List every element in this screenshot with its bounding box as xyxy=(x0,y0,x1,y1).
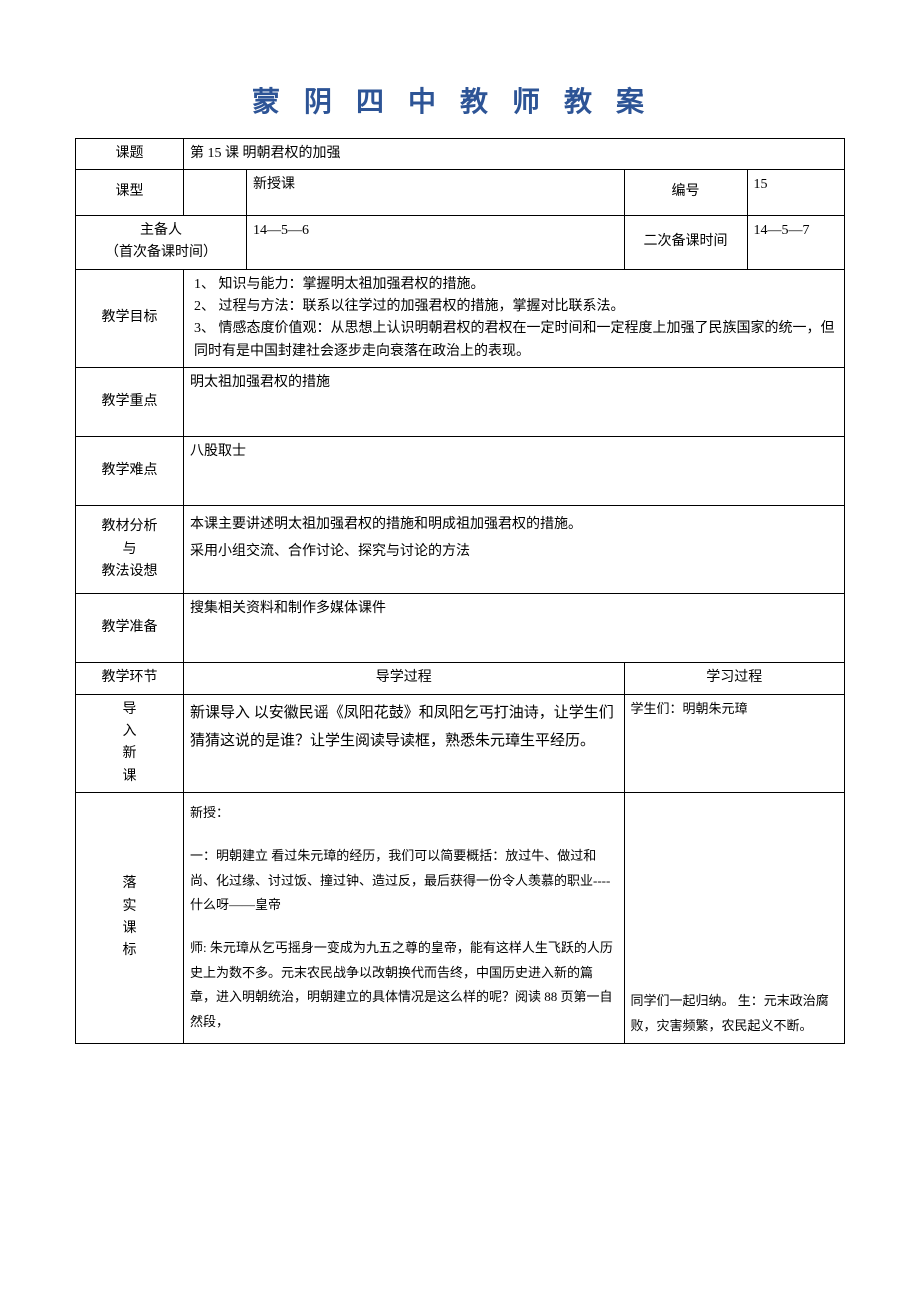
label-huanjie: 教学环节 xyxy=(76,663,184,694)
mubiao-item-2: 过程与方法：联系以往学过的加强君权的措施，掌握对比联系法。 xyxy=(219,299,625,314)
label-erci: 二次备课时间 xyxy=(624,215,747,269)
label-keti: 课题 xyxy=(76,139,184,170)
row-keti: 课题 第 15 课 明朝君权的加强 xyxy=(76,139,845,170)
row-kexing: 课型 新授课 编号 15 xyxy=(76,170,845,215)
fenxi-v1: 本课主要讲述明太祖加强君权的措施和明成祖加强君权的措施。 xyxy=(190,514,838,536)
intro-c4: 课 xyxy=(82,766,177,788)
main-c3: 课 xyxy=(82,918,177,940)
fenxi-l3: 教法设想 xyxy=(82,561,177,583)
label-zhunbei: 教学准备 xyxy=(76,594,184,663)
label-kexing: 课型 xyxy=(76,170,184,215)
label-intro: 导 入 新 课 xyxy=(76,694,184,793)
label-nandian: 教学难点 xyxy=(76,437,184,506)
row-intro: 导 入 新 课 新课导入 以安徽民谣《凤阳花鼓》和凤阳乞丐打油诗，让学生们猜猜这… xyxy=(76,694,845,793)
value-erci: 14—5—7 xyxy=(747,215,844,269)
row-fenxi: 教材分析 与 教法设想 本课主要讲述明太祖加强君权的措施和明成祖加强君权的措施。… xyxy=(76,506,845,594)
value-bianhao: 15 xyxy=(747,170,844,215)
main-c4: 标 xyxy=(82,940,177,962)
main-teacher: 新授： 一：明朝建立 看过朱元璋的经历，我们可以简要概括：放过牛、做过和尚、化过… xyxy=(184,793,625,1044)
lesson-plan-table: 课题 第 15 课 明朝君权的加强 课型 新授课 编号 15 主备人 （首次备课… xyxy=(75,138,845,1044)
label-mubiao: 教学目标 xyxy=(76,269,184,368)
value-keti: 第 15 课 明朝君权的加强 xyxy=(184,139,845,170)
value-zhunbei: 搜集相关资料和制作多媒体课件 xyxy=(184,594,845,663)
label-bianhao: 编号 xyxy=(624,170,747,215)
intro-teacher: 新课导入 以安徽民谣《凤阳花鼓》和凤阳乞丐打油诗，让学生们猜猜这说的是谁？让学生… xyxy=(184,694,625,793)
intro-c3: 新 xyxy=(82,743,177,765)
spacer-1 xyxy=(184,170,247,215)
intro-student: 学生们：明朝朱元璋 xyxy=(624,694,844,793)
page-title: 蒙阴四中教师教案 xyxy=(75,80,845,120)
row-process-header: 教学环节 导学过程 学习过程 xyxy=(76,663,845,694)
label-xuexi: 学习过程 xyxy=(624,663,844,694)
value-zhongdian: 明太祖加强君权的措施 xyxy=(184,368,845,437)
row-nandian: 教学难点 八股取士 xyxy=(76,437,845,506)
main-c1: 落 xyxy=(82,873,177,895)
mubiao-num-2: 2、 xyxy=(194,299,219,314)
label-fenxi: 教材分析 与 教法设想 xyxy=(76,506,184,594)
fenxi-v2: 采用小组交流、合作讨论、探究与讨论的方法 xyxy=(190,541,838,563)
intro-c1: 导 xyxy=(82,699,177,721)
zhuberen-l2: （首次备课时间） xyxy=(105,245,217,260)
value-fenxi: 本课主要讲述明太祖加强君权的措施和明成祖加强君权的措施。 采用小组交流、合作讨论… xyxy=(184,506,845,594)
main-student: 同学们一起归纳。 生：元末政治腐败，灾害频繁，农民起义不断。 xyxy=(624,793,844,1044)
mubiao-num-3: 3、 xyxy=(194,321,219,336)
value-mubiao: 1、 知识与能力：掌握明太祖加强君权的措施。 2、 过程与方法：联系以往学过的加… xyxy=(184,269,845,368)
fenxi-l2: 与 xyxy=(82,539,177,561)
row-zhongdian: 教学重点 明太祖加强君权的措施 xyxy=(76,368,845,437)
intro-c2: 入 xyxy=(82,721,177,743)
main-p1: 新授： xyxy=(190,801,618,826)
main-p3: 师: 朱元璋从乞丐摇身一变成为九五之尊的皇帝，能有这样人生飞跃的人历史上为数不多… xyxy=(190,936,618,1035)
mubiao-num-1: 1、 xyxy=(194,277,219,292)
main-c2: 实 xyxy=(82,896,177,918)
mubiao-item-3: 情感态度价值观：从思想上认识明朝君权的君权在一定时间和一定程度上加强了民族国家的… xyxy=(194,321,835,358)
row-zhunbei: 教学准备 搜集相关资料和制作多媒体课件 xyxy=(76,594,845,663)
fenxi-l1: 教材分析 xyxy=(82,516,177,538)
row-zhuberen: 主备人 （首次备课时间） 14—5—6 二次备课时间 14—5—7 xyxy=(76,215,845,269)
main-p2: 一：明朝建立 看过朱元璋的经历，我们可以简要概括：放过牛、做过和尚、化过缘、讨过… xyxy=(190,844,618,918)
label-zhuberen: 主备人 （首次备课时间） xyxy=(76,215,247,269)
value-zhuberen: 14—5—6 xyxy=(247,215,625,269)
label-main: 落 实 课 标 xyxy=(76,793,184,1044)
row-mubiao: 教学目标 1、 知识与能力：掌握明太祖加强君权的措施。 2、 过程与方法：联系以… xyxy=(76,269,845,368)
value-kexing: 新授课 xyxy=(247,170,625,215)
value-nandian: 八股取士 xyxy=(184,437,845,506)
label-zhongdian: 教学重点 xyxy=(76,368,184,437)
label-daoxue: 导学过程 xyxy=(184,663,625,694)
mubiao-item-1: 知识与能力：掌握明太祖加强君权的措施。 xyxy=(219,277,485,292)
zhuberen-l1: 主备人 xyxy=(140,223,182,238)
row-main: 落 实 课 标 新授： 一：明朝建立 看过朱元璋的经历，我们可以简要概括：放过牛… xyxy=(76,793,845,1044)
